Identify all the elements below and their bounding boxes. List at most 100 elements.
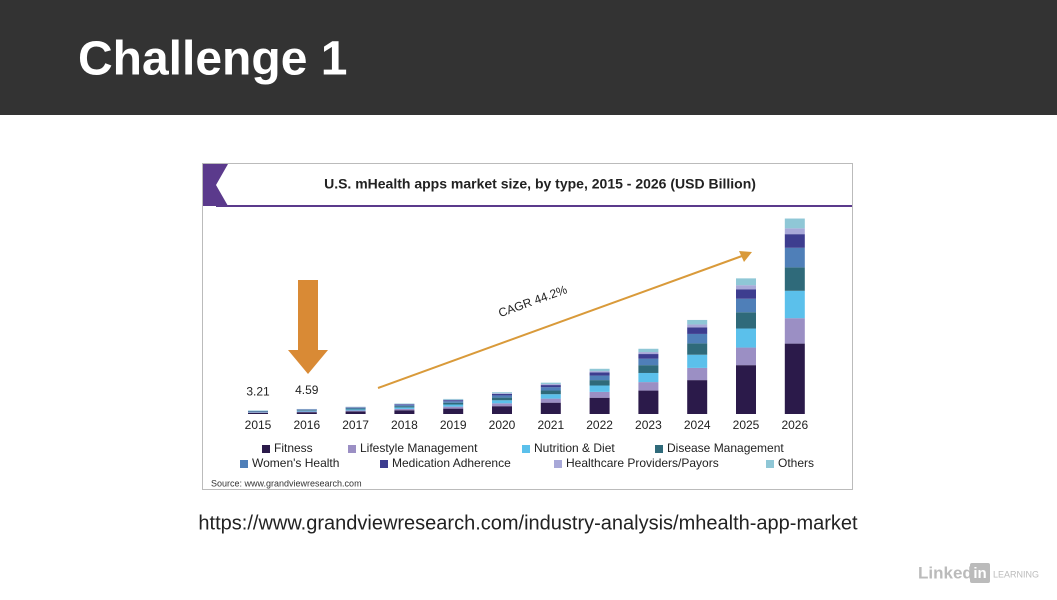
bar-segment — [296, 409, 317, 410]
bar-segment — [345, 411, 366, 414]
x-tick-label: 2023 — [635, 418, 662, 432]
bar-segment — [492, 397, 512, 401]
bar-segment — [345, 409, 366, 411]
bar-segment — [443, 404, 464, 407]
bar-segment — [638, 390, 659, 414]
bar-segment — [687, 319, 708, 325]
bar-segment — [296, 411, 317, 413]
bar-segment — [443, 408, 464, 414]
logo-learning: LEARNING — [993, 569, 1039, 579]
bar-segment — [443, 406, 464, 409]
bar-segment — [638, 354, 659, 359]
x-tick-label: 2018 — [391, 418, 418, 432]
bar-segment — [394, 408, 415, 411]
title-decoration — [203, 164, 228, 206]
legend-label: Nutrition & Diet — [534, 441, 615, 455]
bar-segment — [784, 234, 805, 248]
legend-swatch — [766, 460, 774, 468]
bar-segment — [394, 403, 415, 405]
x-tick-label: 2019 — [440, 418, 467, 432]
down-arrow — [298, 280, 318, 352]
logo-box — [970, 563, 990, 583]
legend-label: Fitness — [274, 441, 313, 455]
bar-segment — [443, 398, 464, 400]
legend-swatch — [522, 445, 530, 453]
bar-segment — [687, 380, 708, 414]
bar-segment — [394, 410, 415, 414]
bar-segment — [296, 409, 317, 411]
bar-segment — [492, 400, 512, 404]
bar-segment — [784, 267, 805, 291]
bar-segment — [296, 412, 317, 414]
bar-segment — [492, 395, 512, 398]
bar-segment — [638, 348, 659, 353]
bar-segment — [540, 387, 561, 391]
bar-segment — [589, 380, 610, 386]
bar-segment — [736, 328, 756, 348]
bar-segment — [394, 406, 415, 408]
bar-segment — [394, 407, 415, 409]
bar-segment — [540, 385, 561, 388]
bar-segment — [394, 405, 415, 407]
total-label: 3.21 — [246, 385, 270, 399]
x-tick-label: 2020 — [489, 418, 516, 432]
bar-segment — [589, 397, 610, 414]
bar-segment — [784, 343, 805, 414]
bar-segment — [345, 410, 366, 412]
bar-segment — [687, 327, 708, 334]
bar-segment — [248, 411, 268, 412]
bar-segment — [736, 312, 756, 329]
legend-swatch — [380, 460, 388, 468]
bar-segment — [736, 347, 756, 366]
slide-title: Challenge 1 — [78, 33, 347, 86]
legend-swatch — [262, 445, 270, 453]
legend-label: Healthcare Providers/Payors — [566, 456, 719, 470]
bar-segment — [540, 384, 561, 386]
x-tick-label: 2021 — [537, 418, 564, 432]
bar-segment — [687, 324, 708, 328]
down-arrow-head — [288, 350, 328, 374]
x-tick-label: 2015 — [245, 418, 272, 432]
bar-segment — [687, 354, 708, 368]
bar-segment — [394, 404, 415, 405]
legend-swatch — [240, 460, 248, 468]
cagr-arrow — [377, 255, 743, 389]
bar-segment — [296, 410, 317, 412]
bar-segment — [784, 247, 805, 268]
bar-segment — [638, 358, 659, 366]
bar-segment — [540, 402, 561, 414]
legend-label: Lifestyle Management — [360, 441, 478, 455]
logo-linked: Linked — [918, 563, 973, 582]
bar-segment — [540, 390, 561, 395]
bar-segment — [589, 385, 610, 392]
bar-segment — [443, 402, 464, 405]
bar-segment — [589, 375, 610, 381]
bar-segment — [540, 394, 561, 399]
bar-segment — [394, 404, 415, 406]
bar-segment — [492, 403, 512, 407]
bar-segment — [589, 368, 610, 372]
bar-segment — [784, 218, 805, 229]
bar-segment — [638, 372, 659, 383]
bar-segment — [736, 285, 756, 290]
bar-segment — [443, 401, 464, 403]
legend-swatch — [554, 460, 562, 468]
bar-segment — [296, 410, 317, 411]
bar-segment — [736, 278, 756, 286]
bar-segment — [540, 398, 561, 403]
x-tick-label: 2025 — [733, 418, 760, 432]
bar-segment — [736, 365, 756, 414]
bar-segment — [638, 352, 659, 355]
bar-segment — [492, 393, 512, 396]
legend-label: Others — [778, 456, 814, 470]
bar-segment — [589, 391, 610, 398]
source-url: https://www.grandviewresearch.com/indust… — [198, 512, 858, 534]
bar-segment — [443, 399, 464, 401]
bar-segment — [589, 371, 610, 373]
bar-segment — [248, 410, 268, 411]
x-tick-label: 2017 — [342, 418, 369, 432]
bar-segment — [248, 411, 268, 413]
bar-segment — [345, 406, 366, 408]
x-tick-label: 2016 — [293, 418, 320, 432]
